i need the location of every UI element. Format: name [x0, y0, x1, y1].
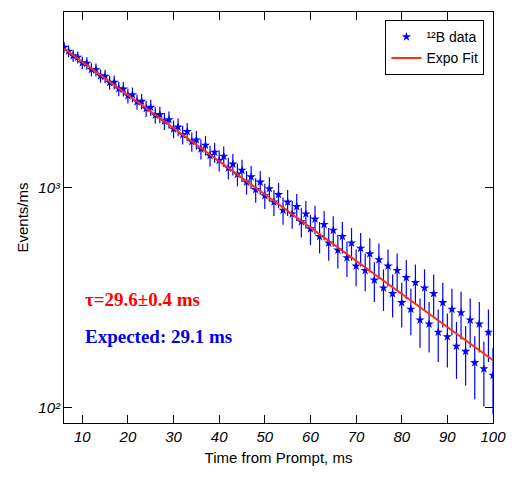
- svg-text:Expected: 29.1 ms: Expected: 29.1 ms: [85, 326, 232, 347]
- svg-text:100: 100: [480, 428, 506, 445]
- svg-text:Events/ms: Events/ms: [14, 182, 31, 252]
- svg-text:80: 80: [393, 428, 410, 445]
- svg-text:10: 10: [74, 428, 91, 445]
- svg-text:20: 20: [119, 428, 137, 445]
- svg-text:¹²B data: ¹²B data: [426, 29, 476, 45]
- svg-text:10²: 10²: [38, 399, 61, 416]
- svg-text:50: 50: [256, 428, 273, 445]
- svg-text:30: 30: [165, 428, 182, 445]
- svg-text:40: 40: [211, 428, 228, 445]
- svg-text:τ=29.6±0.4 ms: τ=29.6±0.4 ms: [85, 289, 200, 310]
- svg-text:70: 70: [348, 428, 365, 445]
- svg-text:10³: 10³: [38, 179, 61, 196]
- svg-text:Expo Fit: Expo Fit: [426, 50, 477, 66]
- svg-text:90: 90: [439, 428, 456, 445]
- svg-text:60: 60: [302, 428, 319, 445]
- svg-text:Time from Prompt, ms: Time from Prompt, ms: [205, 449, 353, 466]
